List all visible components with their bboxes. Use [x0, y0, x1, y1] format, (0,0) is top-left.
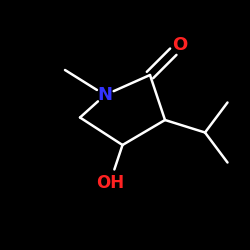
Text: N: N: [98, 86, 112, 104]
Text: OH: OH: [96, 174, 124, 192]
Text: O: O: [172, 36, 188, 54]
